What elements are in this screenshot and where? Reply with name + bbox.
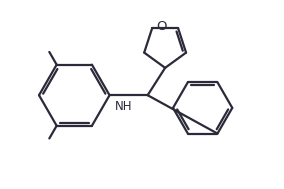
Text: NH: NH <box>115 100 133 113</box>
Text: O: O <box>157 20 167 33</box>
